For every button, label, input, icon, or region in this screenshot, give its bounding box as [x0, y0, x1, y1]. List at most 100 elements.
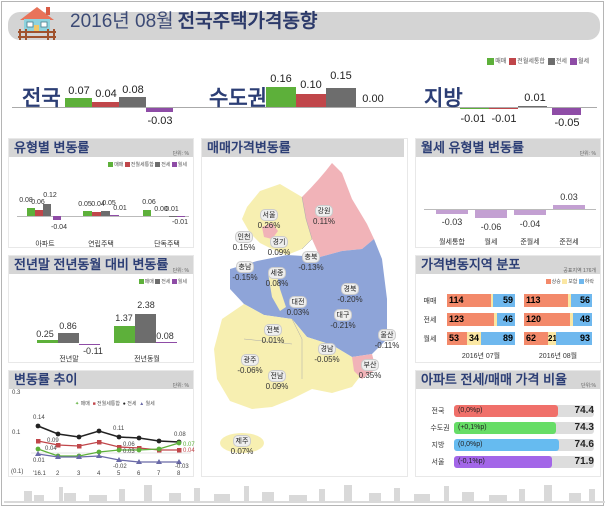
unit-label: 단위: % — [172, 151, 189, 157]
ratio-row-nation: 전국 (0,0%p) 74.4 — [431, 405, 594, 417]
map-label-chungnam: 충남 -0.15% — [225, 261, 265, 282]
unit-label: 단위: % — [172, 268, 189, 274]
map-label-gyeongnam: 경남 -0.05% — [307, 343, 347, 364]
ratio-row-capital: 수도권 (+0,1%p) 74.3 — [430, 422, 594, 434]
map-label-sejong: 세종 0.08% — [257, 267, 297, 288]
legend-combined: 전월세통합 — [509, 56, 545, 65]
bar-nation-rent — [146, 108, 173, 112]
map-label-gyeongbuk: 경북 -0.20% — [330, 283, 370, 304]
baseline — [17, 216, 189, 217]
ratio-row-local: 지방 (0,0%p) 74.6 — [431, 439, 594, 451]
category-label: 전년동월 — [134, 356, 160, 363]
value-label: -0.05 — [554, 117, 580, 129]
map-label-gyeonggi: 경기 0.09% — [259, 236, 299, 257]
category-label: 준전세 — [559, 239, 579, 246]
category-label: 전년말 — [59, 356, 79, 363]
panel-yoy: 전년말 전년동월 대비 변동률 단위: % 매매 전세 월세 0.25 0.86 … — [8, 255, 194, 363]
title-main: 전국주택가격동향 — [177, 11, 318, 32]
category-label: 연립주택 — [88, 241, 114, 248]
row-label: 월세 — [423, 336, 437, 343]
category-label: 아파트 — [35, 241, 55, 248]
panel-title: 유형별 변동률 단위: % — [9, 139, 193, 157]
dist-bar-rent-jul: 53 34 89 — [447, 332, 515, 345]
category-label: 월세통합 — [439, 239, 465, 246]
map-label-daegu: 대구 -0.21% — [323, 309, 363, 330]
category-label: 월세 — [484, 239, 498, 246]
bar-local-rent — [552, 108, 581, 115]
value-label: 0.00 — [362, 93, 384, 105]
category-label: 단독주택 — [154, 241, 180, 248]
map-label-incheon: 인천 0.15% — [224, 231, 264, 252]
bar-capital-combined — [296, 94, 326, 107]
legend-rent: 월세 — [569, 56, 589, 65]
baseline — [12, 107, 597, 108]
value-label: 0.04 — [95, 88, 117, 100]
map-label-busan: 부산 0.35% — [350, 359, 390, 380]
map-label-jeonnam: 전남 0.09% — [257, 370, 297, 391]
value-label: 0.16 — [270, 73, 292, 85]
row-label: 매매 — [423, 298, 437, 305]
unit-label: 공표지역 176개 — [563, 268, 596, 274]
value-label: -0.03 — [147, 115, 173, 127]
row-label: 전세 — [423, 317, 437, 324]
legend-sale: 매매 — [487, 56, 506, 65]
panel-rent-type: 월세 유형별 변동률 단위: % -0.03 -0.06 -0.04 0.03 월… — [415, 138, 601, 248]
legend: 매매 전세 월세 — [138, 278, 187, 285]
panel-trend: 변동률 추이 단위: % 0.3 0.1 (0.1) ✦ 매매 ■ 전월세통합 ●… — [8, 370, 195, 477]
legend: ✦ 매매 ■ 전월세통합 ● 전세 ▲ 월세 — [75, 401, 155, 407]
period-label: 2016년 08월 — [538, 353, 578, 360]
map-label-jeonbuk: 전북 0.01% — [253, 324, 293, 345]
category-label: 준월세 — [520, 239, 540, 246]
dist-bar-sale-aug: 113 56 — [524, 294, 592, 307]
period-label: 2016년 07월 — [461, 353, 501, 360]
legend: 상승 보합 하락 — [545, 278, 594, 285]
unit-label: 단위: % — [579, 151, 596, 157]
house-icon — [18, 7, 56, 40]
map-label-jeju: 제주 0.07% — [222, 435, 262, 456]
ratio-row-seoul: 서울 (-0,1%p) 71.9 — [431, 456, 594, 468]
bar-capital-sale — [266, 87, 296, 107]
bar-nation-combined — [92, 102, 119, 107]
dist-bar-jeonse-aug: 120 48 — [524, 313, 592, 326]
header-bar — [8, 12, 600, 40]
map-label-seoul: 서울 0.26% — [249, 209, 289, 230]
top-legend: 매매 전월세통합 전세 월세 — [487, 56, 589, 65]
panel-title: 전년말 전년동월 대비 변동률 단위: % — [9, 256, 193, 274]
value-label: 0.10 — [300, 79, 322, 91]
legend-jeonse: 전세 — [547, 56, 567, 65]
panel-apt-ratio: 아파트 전세/매매 가격 비율 단위:% 전국 (0,0%p) 74.4 수도권 … — [415, 370, 601, 477]
panel-title: 가격변동지역 분포 공표지역 176개 — [416, 256, 600, 274]
bar-nation-sale — [65, 98, 92, 107]
label-local: 지방 — [424, 87, 463, 110]
map-label-daejeon: 대전 0.03% — [278, 296, 318, 317]
panel-by-type: 유형별 변동률 단위: % 매매 전월세통합 전세 월세 0.08 0.06 0.… — [8, 138, 194, 248]
map-label-gangwon: 강원 0.11% — [304, 205, 344, 226]
unit-label: 단위: % — [172, 383, 189, 389]
trend-lines — [31, 423, 191, 464]
dist-bar-jeonse-jul: 123 46 — [447, 313, 515, 326]
legend: 매매 전월세통합 전세 월세 — [108, 161, 187, 168]
cityscape-decoration — [4, 485, 605, 503]
bar-nation-jeonse — [119, 97, 146, 107]
bar-local-jeonse — [518, 106, 547, 107]
map-label-gwangju: 광주 -0.06% — [230, 354, 270, 375]
panel-map: 매매가격변동률 서울 0.26% 인천 0.15 — [201, 138, 408, 477]
page-title: 2016년 08월 전국주택가격동향 — [70, 6, 317, 33]
map-label-chungbuk: 충북 -0.13% — [291, 251, 331, 272]
value-label: 0.01 — [524, 92, 546, 104]
value-label: 0.08 — [122, 84, 144, 96]
panel-title: 월세 유형별 변동률 단위: % — [416, 139, 600, 157]
baseline — [424, 209, 596, 210]
label-nation: 전국 — [22, 87, 61, 110]
bar-local-combined — [489, 108, 518, 109]
panel-title: 아파트 전세/매매 가격 비율 단위:% — [416, 371, 600, 389]
value-label: 0.15 — [330, 70, 352, 82]
value-label: 0.07 — [68, 85, 90, 97]
value-label: -0.01 — [491, 113, 517, 125]
panel-title: 변동률 추이 단위: % — [9, 371, 193, 389]
map-label-ulsan: 울산 -0.11% — [367, 329, 407, 350]
dist-bar-sale-jul: 114 59 — [447, 294, 515, 307]
panel-title: 매매가격변동률 — [202, 139, 404, 157]
title-date: 2016년 08월 — [70, 11, 174, 32]
